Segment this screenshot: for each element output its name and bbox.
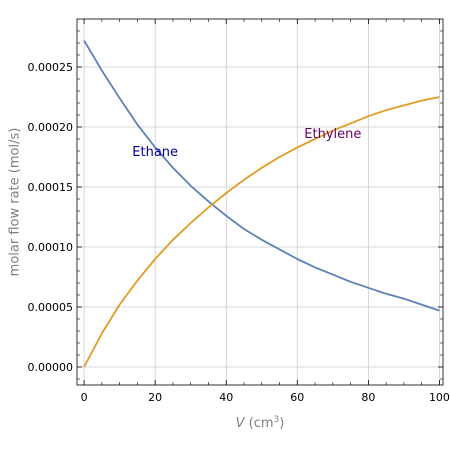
series-label-ethane: Ethane	[132, 145, 178, 160]
series-label-ethylene: Ethylene	[304, 127, 361, 142]
y-tick-label: 0.00010	[28, 241, 74, 254]
y-tick-label: 0.00025	[28, 61, 74, 74]
series-line-ethane	[83, 40, 440, 312]
y-tick-label: 0.00020	[28, 121, 74, 134]
x-tick-label: 100	[429, 391, 450, 404]
x-tick-label: 40	[219, 391, 233, 404]
x-tick-label: 0	[81, 391, 88, 404]
x-axis-title: V (cm3)	[236, 415, 285, 431]
y-tick-label: 0.00000	[28, 361, 74, 374]
axis-ticks: 0 20 40 60 80 100 0.00000 0.00005 0.00010 0.00015…	[28, 19, 450, 404]
series-lines	[83, 40, 440, 368]
x-tick-label: 60	[290, 391, 304, 404]
y-axis-title: molar flow rate (mol/s)	[8, 128, 23, 277]
x-tick-label: 20	[148, 391, 162, 404]
grid	[77, 19, 443, 385]
plot-frame	[76, 18, 444, 386]
annotations: Ethane Ethylene	[132, 127, 361, 160]
y-tick-label: 0.00015	[28, 181, 74, 194]
x-tick-label: 80	[361, 391, 375, 404]
y-tick-label: 0.00005	[28, 301, 74, 314]
series-line-ethylene	[83, 96, 440, 368]
